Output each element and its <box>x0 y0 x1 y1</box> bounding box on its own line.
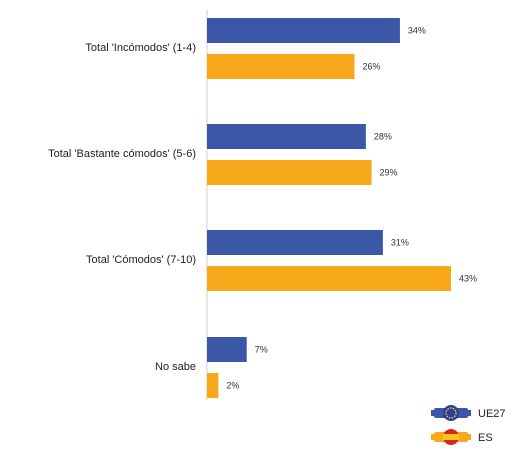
data-label: 31% <box>391 238 409 248</box>
bar-es <box>207 266 451 291</box>
spain-flag-band <box>443 434 459 440</box>
data-label: 26% <box>363 62 381 72</box>
legend-item-ue27: UE27 <box>431 405 506 421</box>
category-label: Total 'Bastante cómodos' (5-6) <box>48 148 196 160</box>
category-label: No sabe <box>155 361 196 373</box>
data-label: 29% <box>380 168 398 178</box>
legend-swatch-cap <box>467 410 471 416</box>
data-label: 34% <box>408 26 426 36</box>
data-label: 28% <box>374 132 392 142</box>
bar-ue27 <box>207 18 400 43</box>
legend-swatch-cap <box>431 434 435 440</box>
bar-ue27 <box>207 230 383 255</box>
legend-swatch-cap <box>431 410 435 416</box>
category-label: Total 'Incómodos' (1-4) <box>85 42 196 54</box>
bar-es <box>207 160 372 185</box>
legend-label: ES <box>478 432 493 444</box>
data-label: 7% <box>255 345 268 355</box>
bar-ue27 <box>207 124 366 149</box>
legend-label: UE27 <box>478 408 506 420</box>
bar-es <box>207 373 219 398</box>
legend-swatch-cap <box>467 434 471 440</box>
bar-ue27 <box>207 337 247 362</box>
data-label: 2% <box>226 381 239 391</box>
legend-item-es: ES <box>431 429 493 445</box>
data-label: 43% <box>459 274 477 284</box>
bar-es <box>207 54 355 79</box>
category-label: Total 'Cómodos' (7-10) <box>86 254 196 266</box>
eu-stars <box>445 407 457 419</box>
